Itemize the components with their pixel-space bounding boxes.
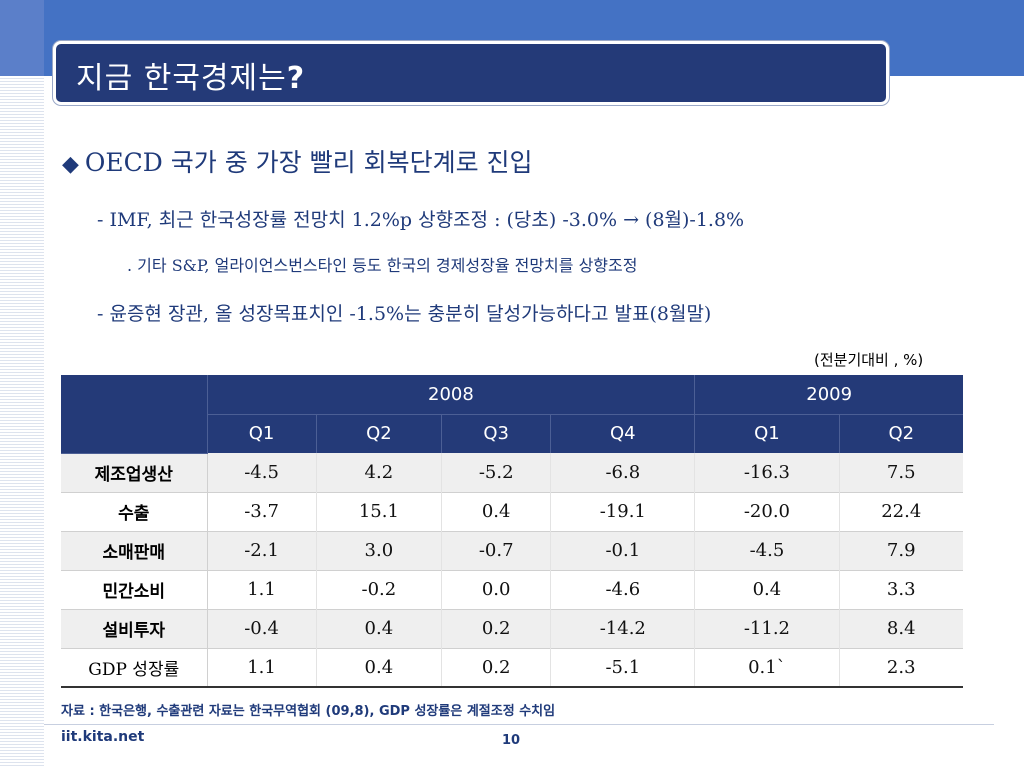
diamond-bullet-icon: ◆ <box>62 152 79 177</box>
main-bullet-text: OECD 국가 중 가장 빨리 회복단계로 진입 <box>84 148 533 177</box>
table-cell: 2.3 <box>838 648 963 687</box>
quarter-header: Q2 <box>838 414 963 453</box>
table-cell: 15.1 <box>315 492 442 531</box>
table-cell: -19.1 <box>550 492 695 531</box>
table-cell: -20.0 <box>694 492 839 531</box>
table-cell: 1.1 <box>206 648 317 687</box>
quarter-header: Q1 <box>206 414 317 453</box>
table-cell: 3.3 <box>838 570 963 609</box>
table-cell: -0.4 <box>206 609 317 648</box>
table-cell: 0.1` <box>694 648 839 687</box>
table-row: 제조업생산 -4.5 4.2 -5.2 -6.8 -16.3 7.5 <box>61 453 963 492</box>
row-label: 설비투자 <box>61 609 208 648</box>
table-cell: 4.2 <box>315 453 442 492</box>
table-cell: -11.2 <box>694 609 839 648</box>
footer-divider <box>44 724 994 725</box>
source-note: 자료 : 한국은행, 수출관련 자료는 한국무역협회 (09,8), GDP 성… <box>61 704 556 719</box>
table-cell: -0.1 <box>550 531 695 570</box>
left-stripe-panel <box>0 0 44 768</box>
table-cell: -5.1 <box>550 648 695 687</box>
quarter-header: Q2 <box>315 414 442 453</box>
title-box: 지금 한국경제는? <box>53 41 889 105</box>
quarter-header: Q1 <box>694 414 839 453</box>
table-cell: -4.6 <box>550 570 695 609</box>
table-cell: -0.7 <box>441 531 551 570</box>
table-cell: -0.2 <box>315 570 442 609</box>
row-label: 제조업생산 <box>61 453 208 492</box>
indicator-table: 2008 2009 Q1 Q2 Q3 Q4 Q1 Q2 제조업생산 -4.5 4… <box>61 375 963 688</box>
table-unit-note: (전분기대비 , %) <box>814 351 924 369</box>
table-cell: 3.0 <box>315 531 442 570</box>
year-header-2008: 2008 <box>206 375 695 415</box>
row-label: 민간소비 <box>61 570 208 609</box>
table-cell: 22.4 <box>838 492 963 531</box>
table-cell: 0.4 <box>315 609 442 648</box>
table-cell: -2.1 <box>206 531 317 570</box>
table-cell: -14.2 <box>550 609 695 648</box>
table-cell: -4.5 <box>694 531 839 570</box>
table-row: 민간소비 1.1 -0.2 0.0 -4.6 0.4 3.3 <box>61 570 963 609</box>
row-label: GDP 성장률 <box>61 648 208 687</box>
year-header-2009: 2009 <box>694 375 963 415</box>
table-cell: -16.3 <box>694 453 839 492</box>
sub-point-minister: - 윤증현 장관, 올 성장목표치인 -1.5%는 충분히 달성가능하다고 발표… <box>97 303 712 325</box>
table-cell: -5.2 <box>441 453 551 492</box>
table-cell: 1.1 <box>206 570 317 609</box>
page-number: 10 <box>502 733 521 748</box>
table-row: 수출 -3.7 15.1 0.4 -19.1 -20.0 22.4 <box>61 492 963 531</box>
quarter-header: Q4 <box>550 414 695 453</box>
footer-site-link[interactable]: iit.kita.net <box>61 729 145 745</box>
table-cell: 0.4 <box>694 570 839 609</box>
table-row: GDP 성장률 1.1 0.4 0.2 -5.1 0.1` 2.3 <box>61 648 963 687</box>
table-cell: -6.8 <box>550 453 695 492</box>
table-row: 소매판매 -2.1 3.0 -0.7 -0.1 -4.5 7.9 <box>61 531 963 570</box>
top-band-corner <box>0 0 44 76</box>
table-cell: 0.2 <box>441 609 551 648</box>
table-cell: 0.4 <box>441 492 551 531</box>
table-cell: 7.5 <box>838 453 963 492</box>
row-label: 소매판매 <box>61 531 208 570</box>
sub-point-imf: - IMF, 최근 한국성장률 전망치 1.2%p 상향조정 : (당초) -3… <box>97 209 745 231</box>
table-cell: -3.7 <box>206 492 317 531</box>
table-row: 설비투자 -0.4 0.4 0.2 -14.2 -11.2 8.4 <box>61 609 963 648</box>
page-title: 지금 한국경제는? <box>76 53 305 97</box>
table-cell: 0.4 <box>315 648 442 687</box>
table-corner-cell <box>61 375 207 454</box>
main-bullet: ◆ OECD 국가 중 가장 빨리 회복단계로 진입 <box>62 143 533 179</box>
table-cell: 8.4 <box>838 609 963 648</box>
table-cell: 7.9 <box>838 531 963 570</box>
title-mark: ? <box>286 61 306 96</box>
sub-point-others: . 기타 S&P, 얼라이언스번스타인 등도 한국의 경제성장율 전망치를 상향… <box>127 256 638 275</box>
table-cell: 0.0 <box>441 570 551 609</box>
table-cell: 0.2 <box>441 648 551 687</box>
quarter-header: Q3 <box>441 414 551 453</box>
row-label: 수출 <box>61 492 208 531</box>
table-cell: -4.5 <box>206 453 317 492</box>
title-main: 지금 한국경제는 <box>76 61 287 96</box>
